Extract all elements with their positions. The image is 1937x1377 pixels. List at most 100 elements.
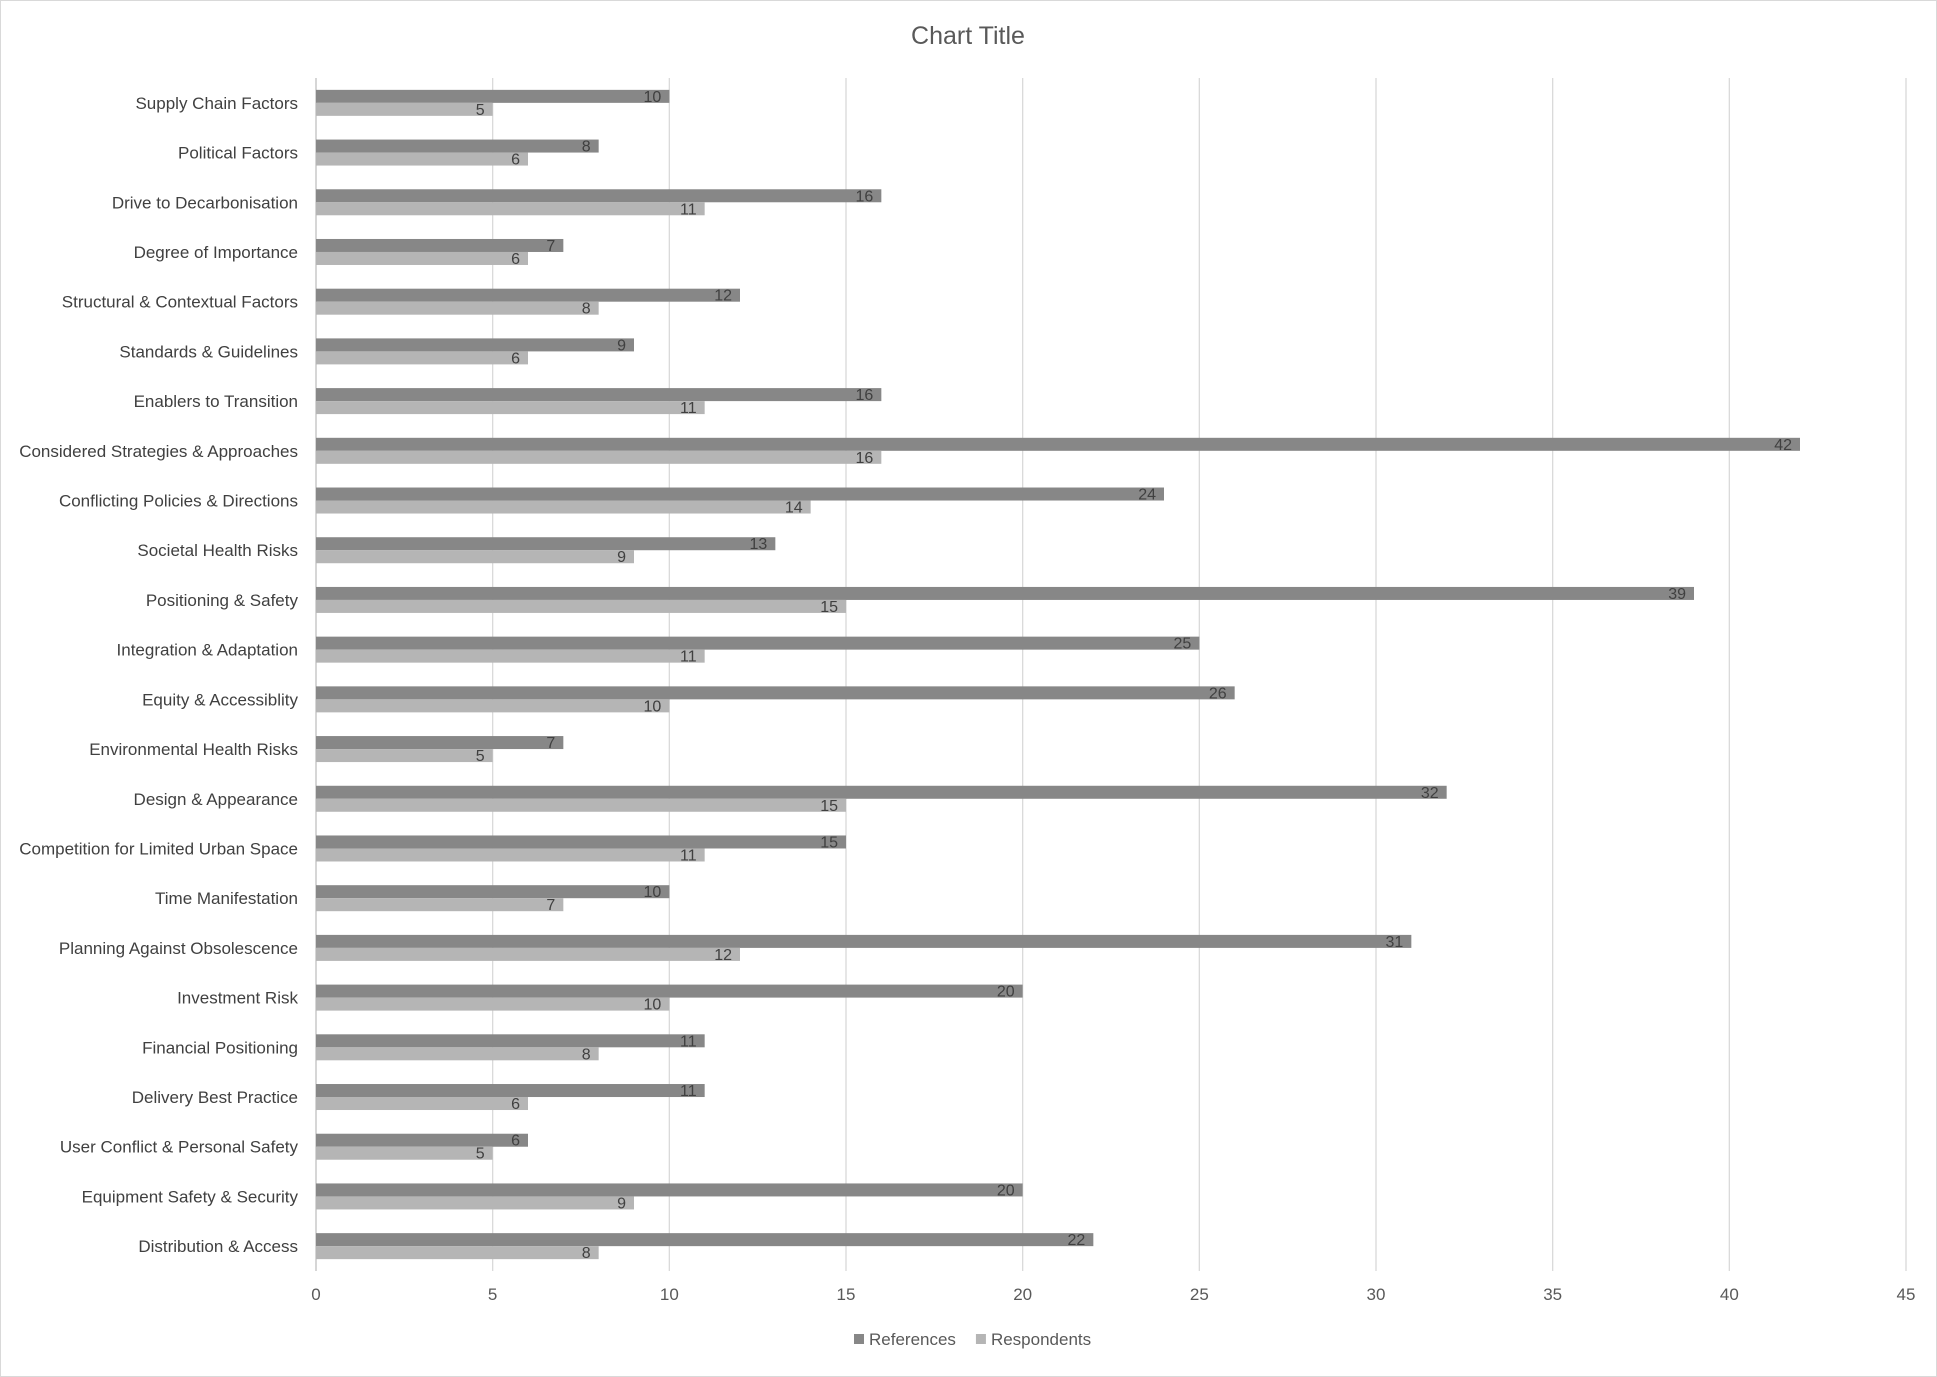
bar-references [316,238,564,252]
bar-references [316,686,1235,700]
bar-respondents [316,947,740,961]
category-label: Considered Strategies & Approaches [19,442,298,461]
bar-respondents [316,450,882,464]
category-label: Delivery Best Practice [132,1088,298,1107]
bar-respondents [316,997,670,1011]
data-label: 10 [644,997,662,1014]
category-label: Standards & Guidelines [119,342,298,361]
bar-references [316,437,1800,451]
data-label: 15 [820,599,838,616]
category-label: Equipment Safety & Security [82,1187,299,1206]
data-label: 9 [617,337,626,354]
bar-references [316,835,846,849]
bar-respondents [316,351,528,365]
category-label: Structural & Contextual Factors [62,293,298,312]
bar-references [316,885,670,899]
data-label: 31 [1386,934,1404,951]
data-label: 39 [1668,586,1686,603]
category-label: Degree of Importance [134,243,298,262]
bar-references [316,1034,705,1048]
data-label: 6 [511,152,520,169]
data-label: 32 [1421,785,1439,802]
data-label: 12 [714,288,732,305]
x-tick-label: 10 [660,1285,679,1304]
bar-respondents [316,649,705,663]
bar-respondents [316,798,846,812]
bar-respondents [316,550,634,564]
data-label: 10 [644,884,662,901]
category-label: Competition for Limited Urban Space [19,839,298,858]
bar-respondents [316,599,846,613]
category-label: Design & Appearance [134,790,298,809]
category-label: Drive to Decarbonisation [112,193,298,212]
data-label: 11 [680,847,697,864]
bar-respondents [316,500,811,514]
data-label: 20 [997,984,1015,1001]
data-label: 14 [785,500,803,517]
x-tick-label: 40 [1720,1285,1739,1304]
data-label: 16 [856,450,874,467]
bar-references [316,1133,528,1147]
data-label: 6 [511,251,520,268]
category-label: Societal Health Risks [137,541,298,560]
data-label: 24 [1138,487,1156,504]
data-label: 13 [750,536,768,553]
category-label: Supply Chain Factors [135,94,298,113]
bar-references [316,785,1447,799]
x-tick-label: 30 [1367,1285,1386,1304]
data-label: 5 [476,748,485,765]
gridlines [315,78,1907,1271]
bar-respondents [316,251,528,265]
bar-references [316,1183,1023,1197]
data-label: 5 [476,1146,485,1163]
data-label: 6 [511,350,520,367]
data-label: 11 [680,1083,697,1100]
x-tick-label: 35 [1543,1285,1562,1304]
data-label: 6 [511,1133,520,1150]
legend-label: References [869,1330,956,1349]
bar-references [316,288,740,302]
bar-respondents [316,1097,528,1111]
category-label: Positioning & Safety [146,591,299,610]
bar-references [316,537,776,551]
category-label: Equity & Accessiblity [142,690,298,709]
x-tick-label: 25 [1190,1285,1209,1304]
value-axis: 0 5 10 15 20 25 30 35 40 45 [311,1285,1915,1304]
bar-respondents [316,401,705,415]
category-label: Planning Against Obsolescence [59,939,298,958]
bar-respondents [316,1146,493,1160]
legend-label: Respondents [991,1330,1091,1349]
bar-respondents [316,202,705,216]
data-label: 11 [680,649,697,666]
bar-references [316,338,634,352]
data-label: 6 [511,1096,520,1113]
bar-references [316,1233,1094,1247]
category-label: Time Manifestation [155,889,298,908]
category-label: Political Factors [178,144,298,163]
data-label: 7 [546,897,555,914]
bar-references [316,388,882,402]
category-label: Distribution & Access [138,1237,298,1256]
bar-respondents [316,1246,599,1260]
data-label: 7 [546,735,555,752]
bar-respondents [316,301,599,315]
data-label: 26 [1209,685,1227,702]
data-label: 8 [582,1046,591,1063]
category-axis: Supply Chain Factors Political Factors Dri… [19,94,298,1256]
data-label: 11 [680,1033,697,1050]
bar-respondents [316,1196,634,1210]
bar-respondents [316,848,705,862]
data-label: 15 [820,834,838,851]
bar-references [316,487,1164,501]
data-label: 25 [1174,636,1192,653]
bar-references [316,984,1023,998]
data-label: 42 [1774,437,1792,454]
bar-respondents [316,102,493,116]
data-label: 12 [714,947,732,964]
data-label: 10 [644,89,662,106]
data-label: 10 [644,698,662,715]
bar-respondents [316,898,564,912]
data-label: 16 [856,387,874,404]
category-label: Integration & Adaptation [117,641,298,660]
